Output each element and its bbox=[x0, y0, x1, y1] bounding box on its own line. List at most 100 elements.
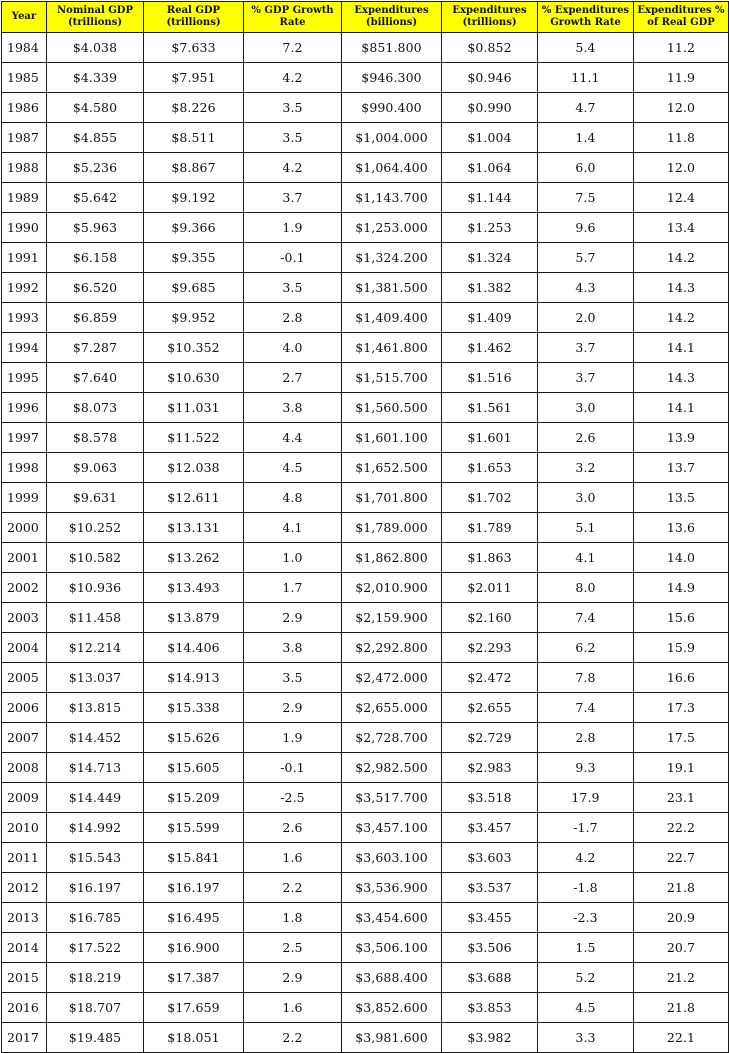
year-cell: 2007 bbox=[1, 722, 47, 753]
nominal-gdp-cell: $14.713 bbox=[46, 752, 144, 783]
year-cell: 1988 bbox=[1, 152, 47, 183]
expenditures-growth-cell: 2.6 bbox=[537, 422, 634, 453]
gdp-growth-cell: 2.9 bbox=[243, 962, 342, 993]
expenditures-billions-cell: $1,253.000 bbox=[341, 212, 442, 243]
nominal-gdp-cell: $14.992 bbox=[46, 812, 144, 843]
table-row: 2010 $14.992 $15.599 2.6 $3,457.100 $3.457 -1.… bbox=[1, 812, 729, 843]
expenditures-trillions-cell: $3.457 bbox=[441, 812, 538, 843]
nominal-gdp-cell: $9.631 bbox=[46, 482, 144, 513]
real-gdp-cell: $17.659 bbox=[143, 992, 244, 1023]
expenditures-pct-cell: 17.3 bbox=[633, 692, 729, 723]
expenditures-pct-cell: 14.2 bbox=[633, 302, 729, 333]
year-cell: 1993 bbox=[1, 302, 47, 333]
real-gdp-cell: $9.685 bbox=[143, 272, 244, 303]
nominal-gdp-cell: $5.642 bbox=[46, 182, 144, 213]
table-row: 1999 $9.631 $12.611 4.8 $1,701.800 $1.702 3.0 1… bbox=[1, 482, 729, 513]
year-cell: 2012 bbox=[1, 872, 47, 903]
year-cell: 1986 bbox=[1, 92, 47, 123]
year-cell: 2011 bbox=[1, 842, 47, 873]
expenditures-pct-cell: 21.8 bbox=[633, 872, 729, 903]
nominal-gdp-cell: $10.582 bbox=[46, 542, 144, 573]
expenditures-trillions-cell: $3.688 bbox=[441, 962, 538, 993]
year-cell: 2013 bbox=[1, 902, 47, 933]
table-row: 2001 $10.582 $13.262 1.0 $1,862.800 $1.863 4.1… bbox=[1, 542, 729, 573]
expenditures-growth-cell: 9.3 bbox=[537, 752, 634, 783]
real-gdp-cell: $9.952 bbox=[143, 302, 244, 333]
gdp-growth-cell: 1.8 bbox=[243, 902, 342, 933]
real-gdp-cell: $8.226 bbox=[143, 92, 244, 123]
gdp-growth-cell: 4.2 bbox=[243, 62, 342, 93]
real-gdp-cell: $12.038 bbox=[143, 452, 244, 483]
table-row: 2014 $17.522 $16.900 2.5 $3,506.100 $3.506 1.5… bbox=[1, 932, 729, 963]
table-row: 2011 $15.543 $15.841 1.6 $3,603.100 $3.603 4.2… bbox=[1, 842, 729, 873]
expenditures-billions-cell: $3,454.600 bbox=[341, 902, 442, 933]
expenditures-billions-cell: $1,143.700 bbox=[341, 182, 442, 213]
real-gdp-cell: $11.031 bbox=[143, 392, 244, 423]
expenditures-trillions-cell: $2.729 bbox=[441, 722, 538, 753]
expenditures-billions-cell: $2,655.000 bbox=[341, 692, 442, 723]
gdp-growth-cell: 4.5 bbox=[243, 452, 342, 483]
year-cell: 1991 bbox=[1, 242, 47, 273]
year-cell: 1997 bbox=[1, 422, 47, 453]
expenditures-growth-cell: 4.7 bbox=[537, 92, 634, 123]
expenditures-growth-cell: 7.5 bbox=[537, 182, 634, 213]
expenditures-pct-cell: 20.7 bbox=[633, 932, 729, 963]
nominal-gdp-cell: $16.785 bbox=[46, 902, 144, 933]
header-nominal-gdp: Nominal GDP (trillions) bbox=[46, 1, 144, 33]
table-row: 1993 $6.859 $9.952 2.8 $1,409.400 $1.409 2.0 14… bbox=[1, 302, 729, 333]
expenditures-growth-cell: 9.6 bbox=[537, 212, 634, 243]
expenditures-pct-cell: 14.1 bbox=[633, 332, 729, 363]
expenditures-growth-cell: 17.9 bbox=[537, 782, 634, 813]
expenditures-billions-cell: $1,324.200 bbox=[341, 242, 442, 273]
expenditures-growth-cell: 1.4 bbox=[537, 122, 634, 153]
gdp-growth-cell: 1.0 bbox=[243, 542, 342, 573]
table-body: 1984 $4.038 $7.633 7.2 $851.800 $0.852 5.4 11.2… bbox=[1, 32, 729, 1053]
gdp-growth-cell: 4.0 bbox=[243, 332, 342, 363]
expenditures-trillions-cell: $2.160 bbox=[441, 602, 538, 633]
expenditures-trillions-cell: $3.603 bbox=[441, 842, 538, 873]
gdp-growth-cell: 1.7 bbox=[243, 572, 342, 603]
table-row: 1995 $7.640 $10.630 2.7 $1,515.700 $1.516 3.7 1… bbox=[1, 362, 729, 393]
expenditures-billions-cell: $2,728.700 bbox=[341, 722, 442, 753]
expenditures-pct-cell: 19.1 bbox=[633, 752, 729, 783]
year-cell: 2017 bbox=[1, 1022, 47, 1053]
table-row: 1998 $9.063 $12.038 4.5 $1,652.500 $1.653 3.2 1… bbox=[1, 452, 729, 483]
gdp-growth-cell: 2.9 bbox=[243, 692, 342, 723]
expenditures-trillions-cell: $1.601 bbox=[441, 422, 538, 453]
expenditures-growth-cell: 4.3 bbox=[537, 272, 634, 303]
table-row: 2008 $14.713 $15.605 -0.1 $2,982.500 $2.983 9.… bbox=[1, 752, 729, 783]
expenditures-pct-cell: 14.2 bbox=[633, 242, 729, 273]
table-row: 1996 $8.073 $11.031 3.8 $1,560.500 $1.561 3.0 1… bbox=[1, 392, 729, 423]
expenditures-pct-cell: 14.3 bbox=[633, 272, 729, 303]
nominal-gdp-cell: $11.458 bbox=[46, 602, 144, 633]
gdp-growth-cell: -0.1 bbox=[243, 752, 342, 783]
nominal-gdp-cell: $14.452 bbox=[46, 722, 144, 753]
expenditures-trillions-cell: $3.506 bbox=[441, 932, 538, 963]
expenditures-billions-cell: $1,461.800 bbox=[341, 332, 442, 363]
expenditures-growth-cell: 3.7 bbox=[537, 362, 634, 393]
table-row: 1988 $5.236 $8.867 4.2 $1,064.400 $1.064 6.0 12… bbox=[1, 152, 729, 183]
gdp-growth-cell: 1.9 bbox=[243, 212, 342, 243]
expenditures-billions-cell: $1,560.500 bbox=[341, 392, 442, 423]
table-row: 2000 $10.252 $13.131 4.1 $1,789.000 $1.789 5.1… bbox=[1, 512, 729, 543]
expenditures-trillions-cell: $0.852 bbox=[441, 32, 538, 63]
expenditures-pct-cell: 12.0 bbox=[633, 92, 729, 123]
gdp-growth-cell: 3.5 bbox=[243, 122, 342, 153]
expenditures-growth-cell: 2.0 bbox=[537, 302, 634, 333]
year-cell: 2004 bbox=[1, 632, 47, 663]
gdp-growth-cell: 2.6 bbox=[243, 812, 342, 843]
expenditures-pct-cell: 14.1 bbox=[633, 392, 729, 423]
expenditures-growth-cell: 7.4 bbox=[537, 692, 634, 723]
table-row: 2005 $13.037 $14.913 3.5 $2,472.000 $2.472 7.8… bbox=[1, 662, 729, 693]
header-real-gdp: Real GDP (trillions) bbox=[143, 1, 244, 33]
real-gdp-cell: $13.262 bbox=[143, 542, 244, 573]
real-gdp-cell: $17.387 bbox=[143, 962, 244, 993]
expenditures-pct-cell: 14.3 bbox=[633, 362, 729, 393]
nominal-gdp-cell: $12.214 bbox=[46, 632, 144, 663]
expenditures-growth-cell: 3.2 bbox=[537, 452, 634, 483]
gdp-growth-cell: 4.1 bbox=[243, 512, 342, 543]
nominal-gdp-cell: $10.252 bbox=[46, 512, 144, 543]
real-gdp-cell: $8.511 bbox=[143, 122, 244, 153]
